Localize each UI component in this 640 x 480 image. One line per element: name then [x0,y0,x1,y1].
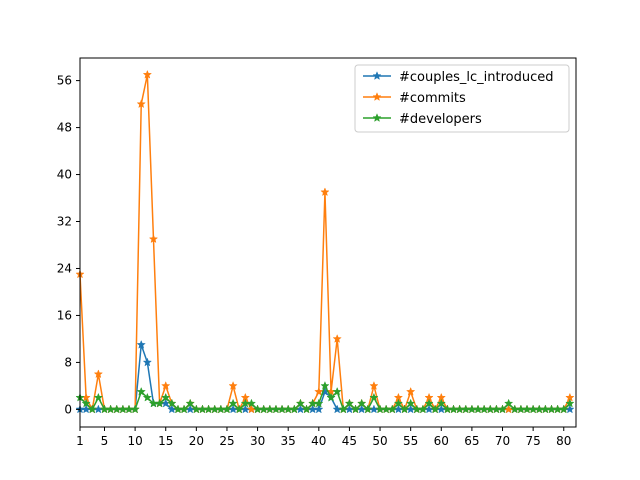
data-point [559,404,569,414]
x-tick-label: 45 [342,434,357,448]
y-tick-label: 48 [57,121,72,135]
x-tick-label: 50 [372,434,387,448]
y-tick-label: 0 [64,402,72,416]
data-point [406,398,416,408]
data-point [130,404,140,414]
legend-entry: #couples_lc_introduced [363,70,553,85]
data-point [418,404,428,414]
data-point [136,339,146,349]
data-point [93,392,104,402]
x-tick-label: 70 [495,434,510,448]
data-point [332,386,342,396]
data-point [314,386,324,396]
x-tick-label: 10 [127,434,142,448]
data-point [234,404,244,414]
data-point [301,404,312,414]
legend-swatch-marker [372,71,382,80]
legend-box [354,64,570,133]
data-point [314,404,324,414]
data-point [295,398,306,408]
data-point [142,392,153,402]
data-point [369,392,379,402]
data-point [167,398,177,408]
data-point [430,404,440,414]
data-point [142,357,153,367]
data-point [387,404,397,414]
data-point [369,381,379,390]
data-point [344,398,355,408]
x-axis: 1 5 10 15 20 25 30 35 40 45 50 55 60 65 70 75 80 [76,427,571,448]
data-point [161,381,171,390]
data-point [503,398,514,408]
x-tick-label: 5 [101,434,109,448]
data-point [161,392,171,402]
data-point [363,404,373,414]
data-point [228,381,238,390]
legend-swatch-marker [372,113,382,122]
x-tick-label: 75 [525,434,540,448]
x-tick-label: 40 [311,434,326,448]
x-tick-label: 1 [76,434,84,448]
y-tick-label: 16 [57,308,72,322]
legend-label: #developers [399,112,482,127]
data-point [393,398,404,408]
data-point [436,398,446,408]
data-point [289,404,299,414]
data-point [93,369,104,379]
data-point [246,398,257,408]
data-point [81,398,91,408]
data-point [314,398,324,408]
data-point [338,404,348,414]
data-point [222,404,232,414]
data-point [497,404,508,414]
y-tick-label: 32 [57,215,72,229]
x-tick-label: 30 [250,434,265,448]
x-tick-label: 25 [219,434,234,448]
legend-entry: #commits [363,91,466,106]
series-3 [75,381,575,414]
data-point [154,398,165,408]
y-tick-label: 24 [57,261,72,275]
data-point [424,398,434,408]
data-point [326,392,336,402]
legend-swatch-marker [372,92,382,101]
data-point [406,386,416,396]
data-point [179,404,189,414]
data-point [332,334,342,343]
series-layer [75,69,575,414]
y-tick-label: 8 [64,355,72,369]
data-point [228,398,238,408]
x-tick-label: 80 [556,434,571,448]
data-point [320,381,330,390]
y-axis: 0 8 16 24 32 40 48 56 [57,74,80,416]
data-point [136,386,146,396]
legend-label: #couples_lc_introduced [399,70,553,85]
x-tick-label: 55 [403,434,418,448]
x-tick-label: 35 [281,434,296,448]
plot-frame [79,57,577,428]
data-point [320,187,330,197]
y-tick-label: 40 [57,168,72,182]
x-tick-label: 65 [464,434,479,448]
legend: #couples_lc_introduced #commits #developer… [354,64,570,133]
x-tick-label: 60 [434,434,449,448]
data-point [142,69,153,79]
data-point [87,404,97,414]
data-point [357,398,367,408]
data-point [350,404,361,414]
data-point [185,398,195,408]
x-tick-label: 20 [189,434,204,448]
data-point [148,234,159,244]
legend-label: #commits [399,91,466,106]
x-tick-label: 15 [158,434,173,448]
data-point [136,99,146,109]
y-tick-label: 56 [57,74,72,88]
data-point [565,398,575,408]
data-point [399,404,410,414]
legend-entry: #developers [363,112,482,127]
